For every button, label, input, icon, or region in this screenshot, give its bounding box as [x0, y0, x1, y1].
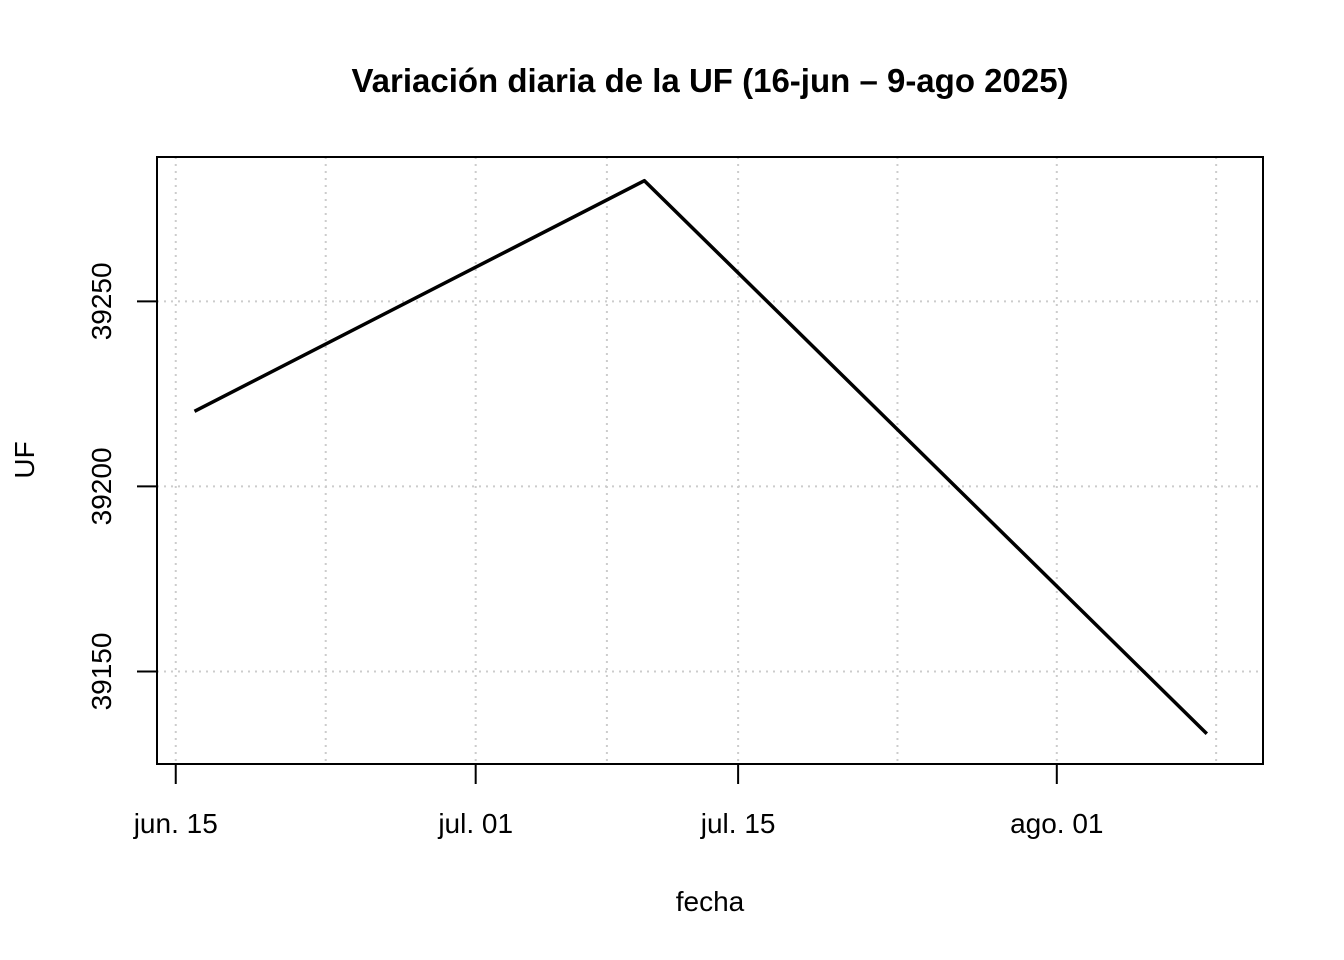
x-axis-label: fecha [676, 886, 745, 917]
x-tick-label: ago. 01 [1010, 808, 1103, 839]
x-tick-label: jun. 15 [133, 808, 218, 839]
series-group [193, 178, 1209, 735]
plot-frame [156, 156, 1264, 765]
y-tick-label: 39200 [86, 447, 117, 525]
x-tick-label: jul. 01 [437, 808, 513, 839]
y-tick-label: 39150 [86, 633, 117, 711]
grid [157, 157, 1263, 764]
y-axis: 39150 39200 39250 [86, 262, 158, 711]
y-tick-label: 39250 [86, 262, 117, 340]
y-axis-label: UF [9, 441, 40, 478]
chart-title: Variación diaria de la UF (16-jun – 9-ag… [351, 62, 1068, 99]
series-line [193, 178, 1209, 735]
x-tick-label: jul. 15 [700, 808, 776, 839]
x-axis: jun. 15 jul. 01 jul. 15 ago. 01 [133, 763, 1104, 839]
